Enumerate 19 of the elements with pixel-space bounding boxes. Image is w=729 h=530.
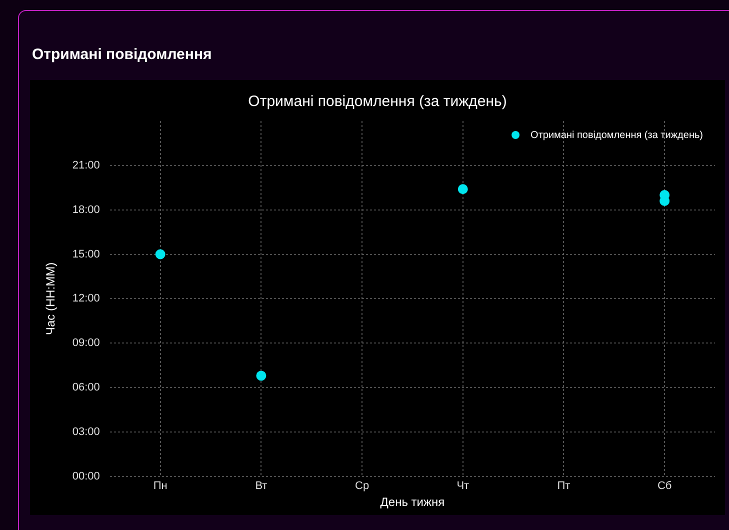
y-tick-label: 09:00 — [72, 337, 100, 350]
x-axis-title: День тижня — [380, 495, 445, 510]
x-tick-label: Вт — [255, 480, 268, 492]
y-tick-label: 03:00 — [72, 426, 100, 438]
y-tick-label: 15:00 — [72, 248, 100, 260]
y-tick-label: 06:00 — [72, 382, 100, 394]
x-tick-label: Чт — [456, 480, 470, 492]
y-tick-label: 18:00 — [72, 204, 100, 216]
x-tick-label: Пт — [557, 480, 570, 492]
x-tick-label: Сб — [657, 480, 672, 492]
chart-title: Отримані повідомлення — [32, 46, 212, 63]
y-tick-label: 00:00 — [72, 470, 100, 482]
y-axis-title: Час (HH:MM) — [44, 262, 58, 336]
chart-subtitle: Отримані повідомлення (за тиждень) — [248, 93, 507, 110]
x-tick-label: Ср — [355, 480, 370, 492]
y-tick-label: 21:00 — [72, 159, 100, 172]
y-tick-label: 12:00 — [72, 292, 100, 305]
x-tick-label: Пн — [153, 480, 168, 492]
legend-label: Отримані повідомлення (за тиждень) — [530, 130, 703, 141]
